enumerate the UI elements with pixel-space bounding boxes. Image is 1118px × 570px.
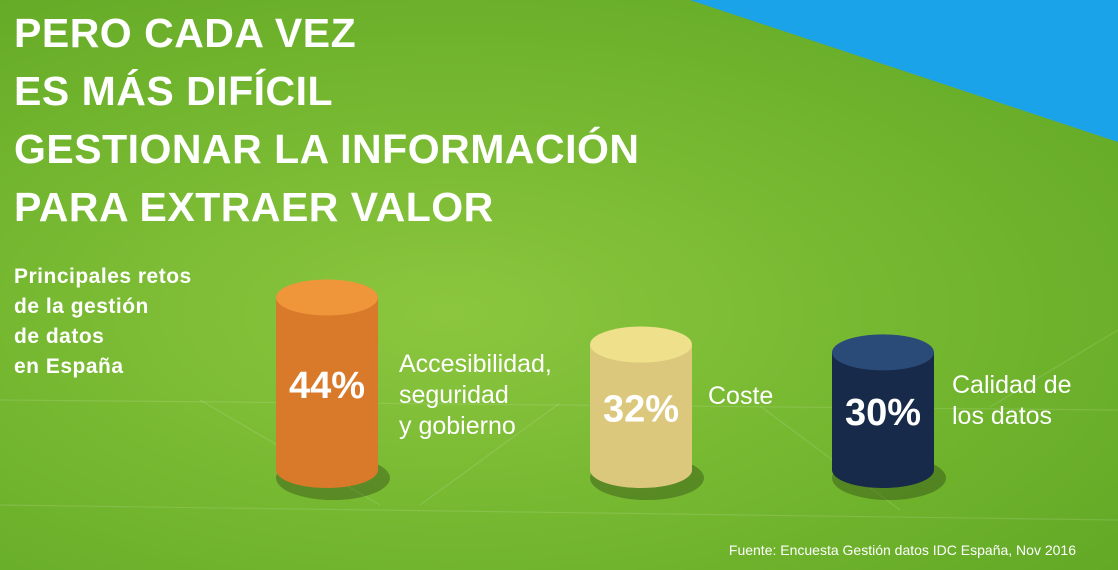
cylinder-top (276, 279, 378, 316)
source-note: Fuente: Encuesta Gestión datos IDC Españ… (728, 542, 1076, 558)
chart-title: Principales retos de la gestión de datos… (14, 262, 192, 382)
blue-corner (690, 0, 1118, 142)
category-label: Calidad de (952, 371, 1072, 399)
value-label: 32% (603, 388, 679, 430)
category-label: Accesibilidad, (399, 350, 552, 378)
chart-title-line: de la gestión (14, 295, 149, 318)
cylinder-body (832, 352, 934, 488)
category-label: seguridad (399, 381, 509, 409)
chart-title-line: Principales retos (14, 265, 192, 288)
headline-line: PERO CADA VEZ (14, 10, 357, 56)
value-label: 30% (845, 392, 921, 434)
chart-title-line: de datos (14, 325, 105, 348)
category-label: y gobierno (399, 412, 516, 440)
headline: PERO CADA VEZ ES MÁS DIFÍCIL GESTIONAR L… (14, 4, 639, 236)
headline-line: GESTIONAR LA INFORMACIÓN (14, 126, 640, 172)
headline-line: PARA EXTRAER VALOR (14, 184, 494, 230)
cylinder-top (832, 334, 934, 371)
value-label: 44% (289, 365, 365, 407)
cylinder-top (590, 326, 692, 363)
category-label: Coste (708, 382, 773, 410)
chart-title-line: en España (14, 355, 124, 378)
cylinder-body (590, 344, 692, 488)
headline-line: ES MÁS DIFÍCIL (14, 68, 334, 114)
cylinder-body (276, 297, 378, 488)
category-label: los datos (952, 402, 1052, 430)
